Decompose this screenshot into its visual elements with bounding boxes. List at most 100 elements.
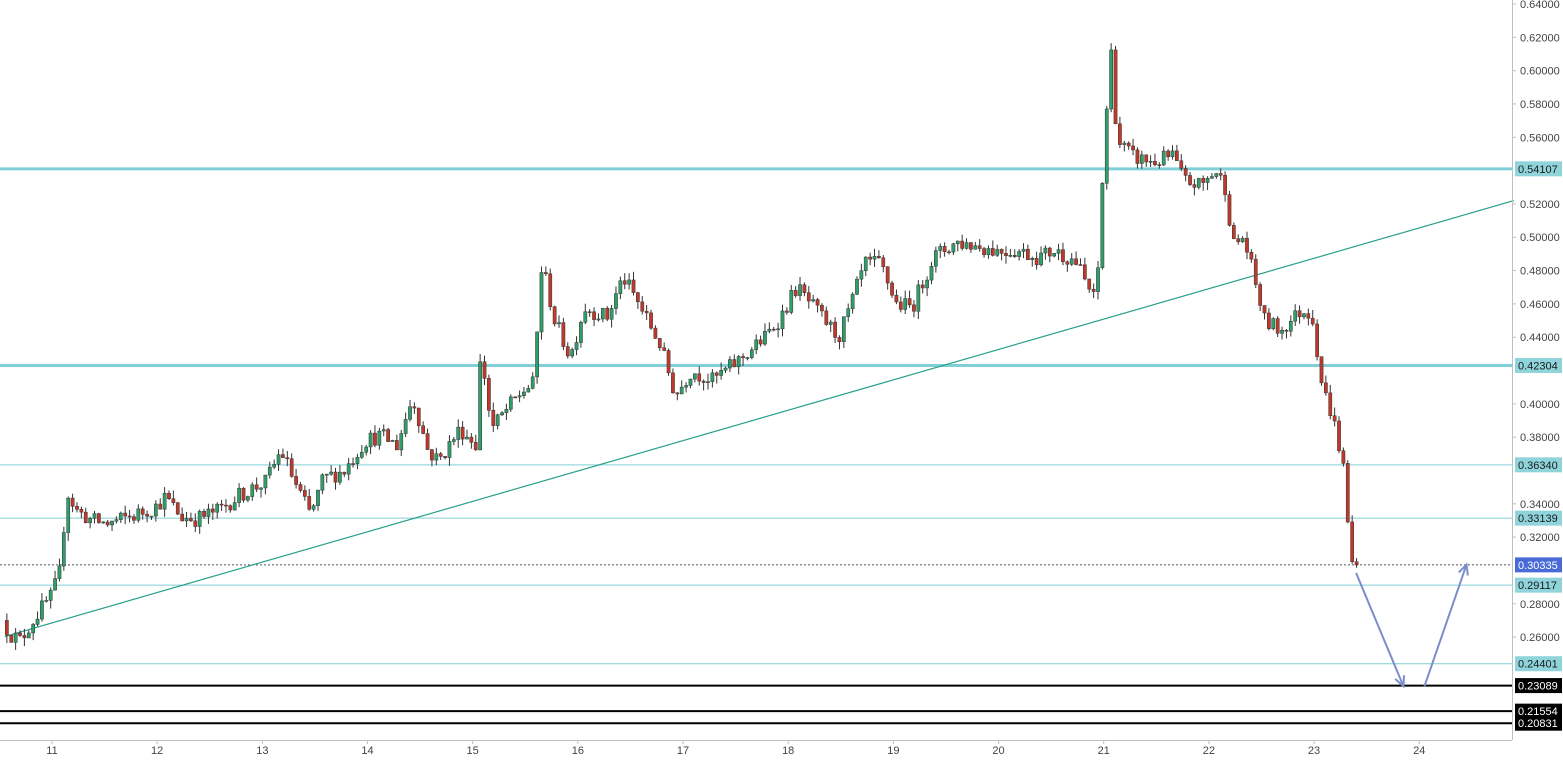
candle-body bbox=[1091, 288, 1096, 292]
candle-body bbox=[373, 432, 377, 446]
candle bbox=[114, 516, 119, 524]
candle-body bbox=[456, 426, 461, 440]
candle-body bbox=[215, 503, 220, 513]
x-tick-label: 19 bbox=[887, 745, 899, 757]
candle bbox=[1166, 149, 1170, 161]
candle-body bbox=[1034, 257, 1039, 266]
candle-body bbox=[154, 503, 158, 517]
candle-body bbox=[1341, 450, 1346, 464]
candle-body bbox=[833, 321, 837, 338]
candle bbox=[250, 482, 255, 501]
candle-body bbox=[592, 311, 596, 320]
candle bbox=[399, 429, 404, 457]
candle bbox=[986, 245, 991, 259]
candle bbox=[412, 402, 417, 414]
candle bbox=[1118, 116, 1122, 149]
candle-body bbox=[811, 299, 816, 302]
candle bbox=[640, 296, 645, 315]
candle-body bbox=[320, 474, 325, 491]
candle-body bbox=[1262, 305, 1267, 314]
candle-body bbox=[324, 473, 329, 476]
candle bbox=[903, 290, 908, 314]
candle bbox=[942, 242, 947, 257]
candle bbox=[26, 630, 31, 639]
candle bbox=[456, 419, 461, 448]
level-price-label-bg bbox=[1515, 703, 1562, 719]
candle bbox=[754, 334, 759, 355]
candle-body bbox=[118, 512, 123, 520]
candle bbox=[465, 429, 469, 440]
candle-body bbox=[237, 487, 241, 503]
candle-body bbox=[1306, 313, 1311, 319]
candle bbox=[1170, 145, 1175, 160]
candle-body bbox=[272, 463, 277, 468]
candle bbox=[1332, 407, 1337, 427]
level-price-label-bg bbox=[1515, 357, 1562, 373]
candle-body bbox=[180, 513, 184, 522]
candle bbox=[35, 611, 40, 627]
x-tick-label: 11 bbox=[46, 745, 57, 757]
candle-body bbox=[1319, 356, 1324, 384]
candle-body bbox=[22, 635, 27, 639]
candle-body bbox=[675, 392, 680, 395]
candle bbox=[1131, 138, 1135, 156]
candle-body bbox=[583, 311, 588, 323]
x-tick-label: 15 bbox=[467, 745, 479, 757]
candle-body bbox=[386, 429, 390, 442]
current-price-label: 0.30335 bbox=[1518, 560, 1558, 572]
candle-body bbox=[679, 386, 684, 395]
candle bbox=[136, 504, 141, 523]
candle bbox=[587, 309, 592, 317]
level-price-label: 0.20831 bbox=[1518, 718, 1558, 730]
candle-body bbox=[964, 242, 969, 249]
candle-body bbox=[504, 408, 509, 413]
candle-body bbox=[561, 322, 566, 347]
level-price-label-bg bbox=[1515, 678, 1562, 694]
candle-body bbox=[1113, 49, 1118, 125]
candle-body bbox=[368, 432, 373, 448]
candle bbox=[338, 465, 342, 485]
candle-body bbox=[184, 518, 189, 522]
candle bbox=[736, 355, 741, 375]
candle-body bbox=[912, 304, 916, 312]
candle-body bbox=[789, 290, 794, 313]
candle-body bbox=[61, 532, 66, 567]
candle-body bbox=[495, 414, 500, 426]
candle-body bbox=[75, 506, 79, 510]
candle-body bbox=[600, 307, 605, 320]
candle-body bbox=[1052, 253, 1057, 257]
candle-body bbox=[250, 484, 255, 497]
candle-body bbox=[526, 388, 531, 393]
candle bbox=[276, 449, 281, 471]
candle bbox=[850, 292, 855, 314]
candle bbox=[526, 384, 531, 393]
candle bbox=[662, 342, 667, 352]
candle bbox=[544, 266, 548, 276]
candle bbox=[763, 323, 767, 346]
candle-body bbox=[1153, 161, 1157, 165]
candle bbox=[539, 266, 544, 340]
candle-body bbox=[259, 487, 263, 490]
candle-body bbox=[1126, 142, 1131, 147]
candle-body bbox=[425, 433, 430, 450]
candle bbox=[294, 468, 298, 489]
candle-body bbox=[478, 361, 482, 451]
candle bbox=[671, 368, 675, 394]
candle bbox=[438, 451, 443, 461]
candle bbox=[473, 434, 478, 451]
candle bbox=[180, 507, 184, 522]
candle-body bbox=[206, 508, 211, 517]
candle bbox=[934, 246, 938, 273]
candle-body bbox=[1284, 330, 1289, 332]
candle bbox=[1175, 144, 1179, 162]
candle bbox=[246, 495, 250, 503]
candle bbox=[1139, 150, 1144, 169]
candle-body bbox=[986, 248, 991, 256]
candle bbox=[999, 248, 1004, 261]
candle bbox=[877, 250, 881, 259]
candle bbox=[798, 276, 802, 301]
candle-body bbox=[846, 308, 851, 317]
candle-body bbox=[57, 565, 62, 579]
candle-body bbox=[359, 452, 364, 458]
candle bbox=[1179, 154, 1184, 172]
